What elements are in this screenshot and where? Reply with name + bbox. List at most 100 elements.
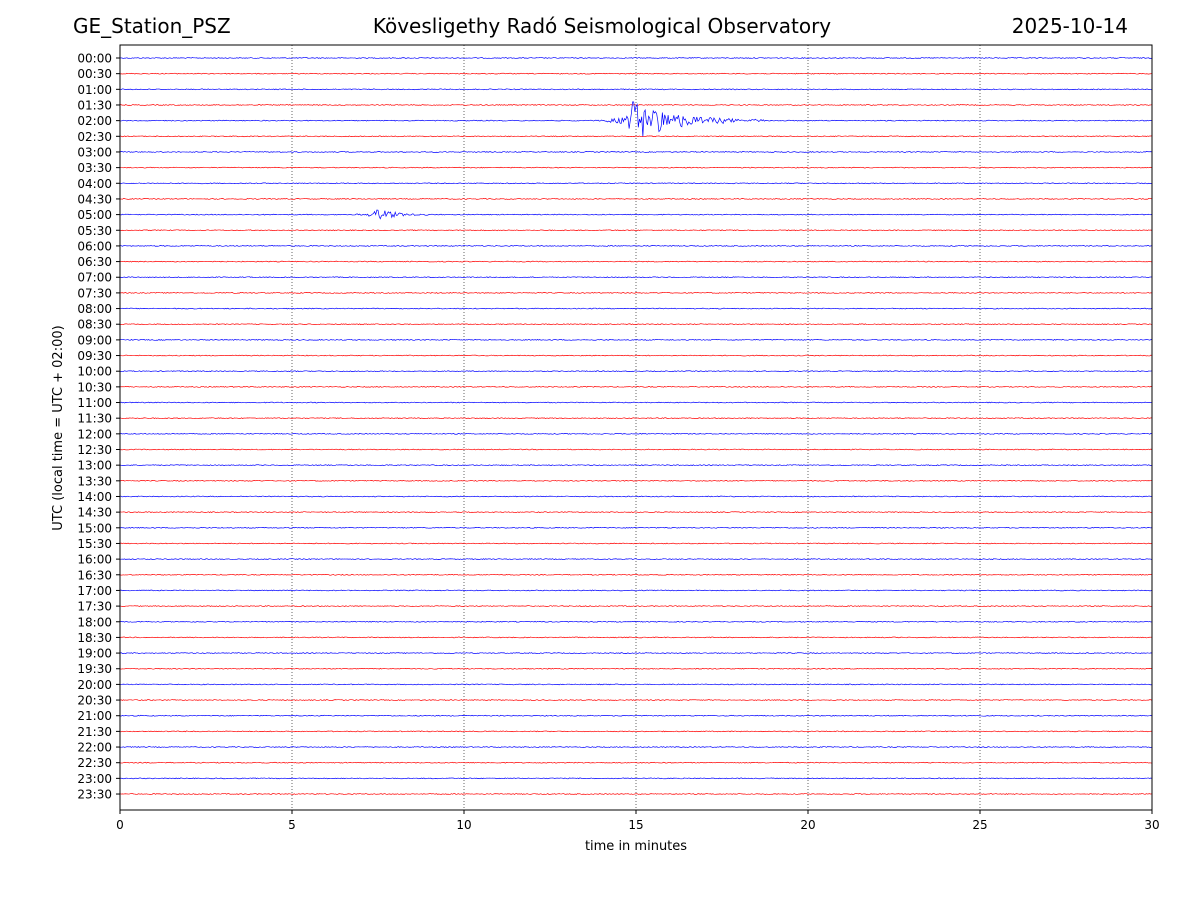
trace-0430 <box>119 198 1153 200</box>
y-tick-label-0700: 07:00 <box>77 271 112 285</box>
y-tick-label-0530: 05:30 <box>77 224 112 238</box>
y-tick-label-1830: 18:30 <box>77 631 112 645</box>
y-tick-label-0730: 07:30 <box>77 286 112 300</box>
y-tick-label-1630: 16:30 <box>77 568 112 582</box>
trace-0100 <box>119 88 1153 91</box>
trace-0730 <box>119 292 1153 294</box>
trace-0400 <box>119 182 1153 185</box>
trace-1800 <box>119 620 1153 623</box>
trace-1730 <box>119 605 1153 607</box>
chart-title: Kövesligethy Radó Seismological Observat… <box>372 14 832 38</box>
y-tick-label-1600: 16:00 <box>77 553 112 567</box>
trace-1830 <box>119 636 1152 639</box>
grid-lines <box>291 45 981 810</box>
trace-0200 <box>119 101 1153 137</box>
trace-1700 <box>119 589 1153 592</box>
trace-1600 <box>119 558 1153 560</box>
trace-2300 <box>119 777 1153 780</box>
trace-0130 <box>119 104 1153 106</box>
trace-1500 <box>119 526 1153 529</box>
y-tick-label-1730: 17:30 <box>77 600 112 614</box>
trace-1530 <box>119 542 1153 545</box>
y-tick-label-0230: 02:30 <box>77 130 112 144</box>
x-tick-label-25: 25 <box>972 818 987 832</box>
y-tick-label-2030: 20:30 <box>77 694 112 708</box>
trace-0330 <box>119 166 1153 169</box>
chart-date: 2025-10-14 <box>1011 14 1128 38</box>
y-tick-label-0030: 00:30 <box>77 67 112 81</box>
x-axis-label: time in minutes <box>585 839 687 854</box>
x-tick-label-30: 30 <box>1144 818 1159 832</box>
y-tick-label-0900: 09:00 <box>77 333 112 347</box>
y-tick-label-1930: 19:30 <box>77 662 112 676</box>
trace-1230 <box>119 448 1153 451</box>
y-tick-label-1800: 18:00 <box>77 615 112 629</box>
trace-0930 <box>119 354 1153 357</box>
y-tick-label-0200: 02:00 <box>77 114 112 128</box>
y-tick-label-1700: 17:00 <box>77 584 112 598</box>
trace-1130 <box>119 417 1153 420</box>
trace-1030 <box>119 385 1153 388</box>
trace-0000 <box>119 57 1153 59</box>
trace-1100 <box>119 401 1153 404</box>
trace-1900 <box>119 652 1153 654</box>
y-tick-label-1400: 14:00 <box>77 490 112 504</box>
y-tick-label-0400: 04:00 <box>77 177 112 191</box>
trace-2130 <box>119 730 1153 733</box>
y-tick-label-0500: 05:00 <box>77 208 112 222</box>
trace-1430 <box>119 511 1153 514</box>
trace-1200 <box>119 432 1153 435</box>
y-tick-label-2330: 23:30 <box>77 788 112 802</box>
x-tick-label-10: 10 <box>456 818 471 832</box>
trace-1000 <box>119 370 1153 373</box>
y-tick-label-1130: 11:30 <box>77 412 112 426</box>
y-tick-label-0830: 08:30 <box>77 318 112 332</box>
y-tick-label-1000: 10:00 <box>77 365 112 379</box>
trace-0530 <box>119 229 1153 232</box>
y-tick-label-0330: 03:30 <box>77 161 112 175</box>
y-tick-label-1430: 14:30 <box>77 506 112 520</box>
y-tick-label-0600: 06:00 <box>77 239 112 253</box>
trace-1630 <box>119 573 1153 576</box>
x-tick-label-20: 20 <box>800 818 815 832</box>
trace-1400 <box>119 495 1153 498</box>
y-tick-label-1100: 11:00 <box>77 396 112 410</box>
y-tick-label-1230: 12:30 <box>77 443 112 457</box>
trace-0300 <box>119 151 1153 153</box>
y-tick-label-1300: 13:00 <box>77 459 112 473</box>
x-tick-label-5: 5 <box>288 818 296 832</box>
y-tick-label-0100: 01:00 <box>77 83 112 97</box>
y-tick-label-0130: 01:30 <box>77 98 112 112</box>
trace-0030 <box>119 72 1153 75</box>
y-tick-label-1900: 19:00 <box>77 647 112 661</box>
trace-1330 <box>119 479 1153 482</box>
y-tick-label-0630: 06:30 <box>77 255 112 269</box>
trace-2230 <box>119 761 1153 764</box>
y-tick-label-0430: 04:30 <box>77 192 112 206</box>
x-axis: 0 5 10 15 20 25 30 <box>116 810 1160 832</box>
trace-0600 <box>119 245 1153 247</box>
y-tick-label-2100: 21:00 <box>77 709 112 723</box>
y-axis-label: UTC (local time = UTC + 02:00) <box>51 325 66 530</box>
trace-2000 <box>119 683 1153 686</box>
trace-0230 <box>119 135 1153 138</box>
station-name: GE_Station_PSZ <box>73 14 231 38</box>
trace-2200 <box>119 746 1153 748</box>
seismic-traces <box>119 57 1153 795</box>
trace-1300 <box>119 464 1153 467</box>
y-tick-label-0800: 08:00 <box>77 302 112 316</box>
x-tick-label-0: 0 <box>116 818 124 832</box>
y-tick-label-0000: 00:00 <box>77 52 112 66</box>
trace-0630 <box>119 260 1153 263</box>
y-tick-label-1030: 10:30 <box>77 380 112 394</box>
y-tick-label-2200: 22:00 <box>77 741 112 755</box>
trace-2330 <box>119 793 1153 795</box>
trace-0800 <box>119 307 1153 310</box>
trace-0500 <box>119 209 1153 220</box>
y-tick-label-1200: 12:00 <box>77 427 112 441</box>
y-tick-label-0930: 09:30 <box>77 349 112 363</box>
y-tick-label-1530: 15:30 <box>77 537 112 551</box>
y-tick-label-2230: 22:30 <box>77 756 112 770</box>
y-tick-label-2130: 21:30 <box>77 725 112 739</box>
